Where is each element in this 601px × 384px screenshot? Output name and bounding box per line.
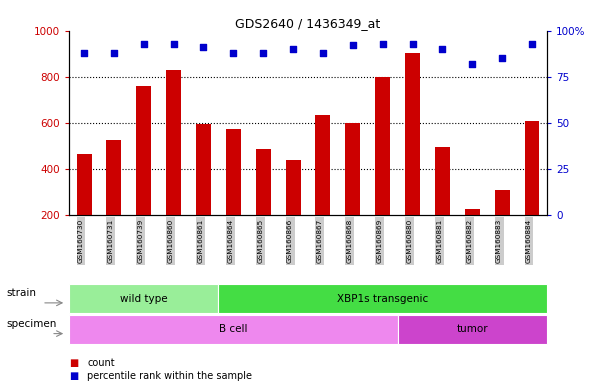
- Bar: [76, 154, 91, 215]
- Point: [258, 50, 268, 56]
- Point: [109, 50, 119, 56]
- Point: [468, 61, 477, 67]
- Bar: [495, 190, 510, 215]
- Text: GSM160881: GSM160881: [436, 219, 442, 263]
- Text: GSM160865: GSM160865: [257, 219, 263, 263]
- Point: [169, 41, 178, 47]
- Bar: [196, 124, 211, 215]
- Title: GDS2640 / 1436349_at: GDS2640 / 1436349_at: [236, 17, 380, 30]
- Text: GSM160880: GSM160880: [406, 219, 412, 263]
- Bar: [346, 123, 360, 215]
- Bar: [375, 77, 390, 215]
- Text: GSM160731: GSM160731: [108, 219, 114, 263]
- Text: GSM160884: GSM160884: [526, 219, 532, 263]
- Point: [497, 55, 507, 61]
- Point: [288, 46, 298, 52]
- Text: XBP1s transgenic: XBP1s transgenic: [337, 293, 429, 304]
- Text: percentile rank within the sample: percentile rank within the sample: [87, 371, 252, 381]
- Point: [139, 41, 148, 47]
- Text: ■: ■: [69, 371, 78, 381]
- Bar: [136, 86, 151, 215]
- Text: tumor: tumor: [456, 324, 488, 334]
- Bar: [405, 53, 420, 215]
- Bar: [285, 160, 300, 215]
- Text: GSM160869: GSM160869: [377, 219, 383, 263]
- Bar: [435, 147, 450, 215]
- Point: [378, 41, 388, 47]
- Bar: [316, 115, 331, 215]
- Text: B cell: B cell: [219, 324, 248, 334]
- Text: count: count: [87, 358, 115, 368]
- Bar: [226, 129, 241, 215]
- Text: GSM160866: GSM160866: [287, 219, 293, 263]
- Point: [228, 50, 238, 56]
- Bar: [166, 70, 181, 215]
- Bar: [256, 149, 270, 215]
- Point: [438, 46, 447, 52]
- Text: GSM160739: GSM160739: [138, 219, 144, 263]
- Text: GSM160730: GSM160730: [78, 219, 84, 263]
- Text: GSM160860: GSM160860: [168, 219, 174, 263]
- Text: ■: ■: [69, 358, 78, 368]
- Point: [407, 41, 417, 47]
- Bar: [106, 140, 121, 215]
- Bar: [465, 209, 480, 215]
- Text: GSM160867: GSM160867: [317, 219, 323, 263]
- Point: [348, 42, 358, 48]
- Bar: [525, 121, 540, 215]
- Point: [318, 50, 328, 56]
- Point: [199, 44, 209, 50]
- Text: GSM160864: GSM160864: [227, 219, 233, 263]
- Text: GSM160882: GSM160882: [466, 219, 472, 263]
- Text: GSM160861: GSM160861: [198, 219, 204, 263]
- Text: strain: strain: [6, 288, 36, 298]
- Point: [527, 41, 537, 47]
- Text: wild type: wild type: [120, 293, 168, 304]
- Point: [79, 50, 89, 56]
- Text: GSM160868: GSM160868: [347, 219, 353, 263]
- Text: GSM160883: GSM160883: [496, 219, 502, 263]
- Text: specimen: specimen: [6, 318, 56, 329]
